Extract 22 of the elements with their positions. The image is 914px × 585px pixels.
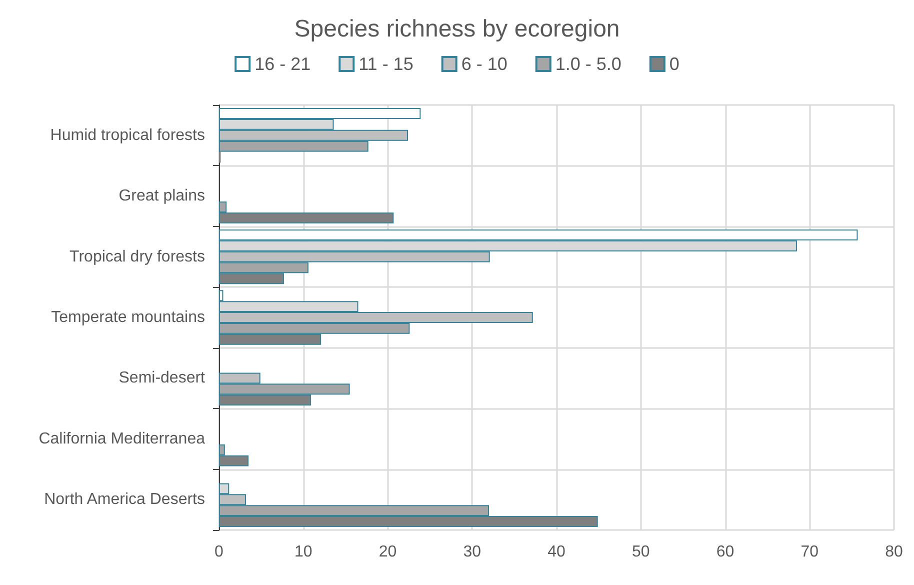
legend-label: 1.0 - 5.0 <box>555 54 622 74</box>
y-tick-label: California Mediterranea <box>38 430 206 448</box>
x-tick-label: 60 <box>716 544 734 560</box>
x-tick-label: 20 <box>378 544 397 560</box>
x-tick-label: 40 <box>548 544 566 560</box>
y-tick-label: Temperate mountains <box>51 309 205 326</box>
x-tick-label: 30 <box>463 544 482 560</box>
x-tick-label: 0 <box>214 544 224 560</box>
y-tick-label: North America Deserts <box>44 491 205 508</box>
y-tick-label: Semi-desert <box>118 370 206 387</box>
y-tick-label: Tropical dry forests <box>70 248 205 266</box>
chart-title: Species richness by ecoregion <box>294 16 620 42</box>
legend-label: 6 - 10 <box>461 54 508 74</box>
x-tick-label: 70 <box>800 544 819 560</box>
x-tick-label: 10 <box>294 544 312 560</box>
x-tick-label: 50 <box>632 544 650 560</box>
legend-label: 11 - 15 <box>358 54 414 74</box>
legend-label: 16 - 21 <box>254 54 311 74</box>
legend-label: 0 <box>669 54 680 74</box>
y-tick-label: Humid tropical forests <box>50 126 205 144</box>
x-tick-label: 80 <box>885 544 903 560</box>
y-tick-label: Great plains <box>118 188 205 205</box>
